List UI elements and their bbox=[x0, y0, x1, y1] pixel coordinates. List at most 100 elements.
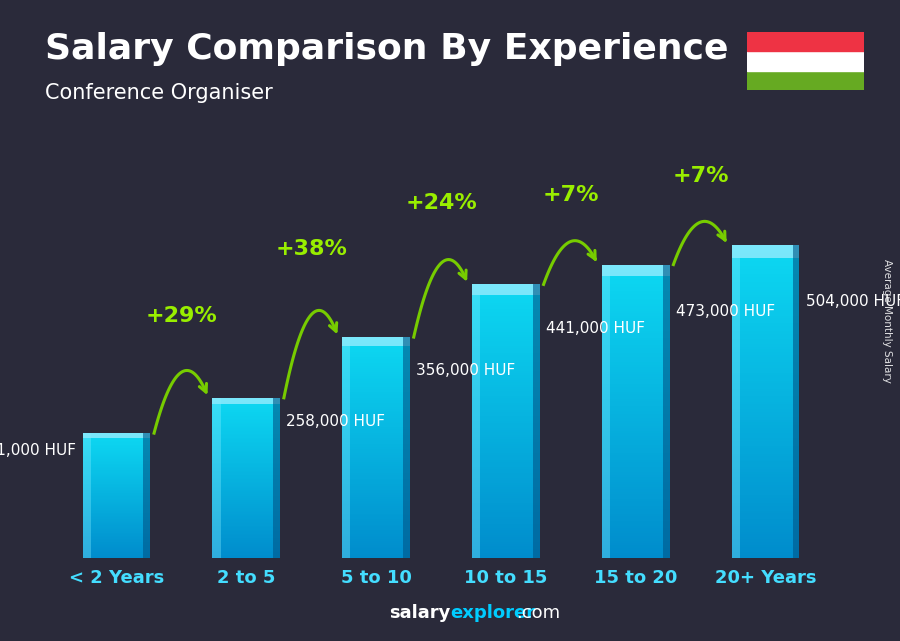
Bar bbox=[472, 460, 540, 462]
Bar bbox=[732, 271, 799, 274]
Bar bbox=[732, 534, 799, 537]
Bar bbox=[472, 535, 540, 537]
Bar bbox=[602, 540, 670, 543]
Bar bbox=[602, 479, 670, 482]
Bar bbox=[342, 469, 410, 471]
Bar bbox=[342, 473, 410, 475]
Bar bbox=[602, 316, 670, 319]
Bar bbox=[732, 553, 799, 555]
Bar bbox=[602, 338, 670, 340]
Bar bbox=[732, 360, 799, 363]
Bar bbox=[472, 285, 540, 287]
Bar bbox=[83, 456, 150, 457]
Bar bbox=[732, 415, 799, 417]
Bar bbox=[732, 370, 799, 373]
Bar bbox=[342, 385, 410, 387]
Bar bbox=[83, 485, 150, 486]
Bar bbox=[83, 503, 150, 504]
Bar bbox=[83, 536, 150, 537]
Bar bbox=[732, 407, 799, 410]
Bar bbox=[602, 296, 670, 299]
Bar bbox=[83, 532, 150, 533]
Bar bbox=[342, 521, 410, 523]
Bar bbox=[342, 361, 410, 363]
Bar bbox=[83, 472, 150, 474]
Bar bbox=[342, 437, 410, 438]
Bar bbox=[342, 510, 410, 512]
Bar bbox=[472, 469, 540, 471]
Bar bbox=[83, 517, 150, 518]
Bar bbox=[342, 475, 410, 477]
Bar bbox=[83, 481, 150, 482]
Bar bbox=[212, 502, 280, 503]
Bar bbox=[732, 274, 799, 277]
Bar bbox=[342, 356, 410, 357]
Bar bbox=[732, 485, 799, 487]
Bar bbox=[83, 435, 150, 437]
Bar bbox=[342, 369, 410, 370]
Bar bbox=[342, 365, 410, 367]
Bar bbox=[212, 544, 280, 545]
Bar bbox=[472, 453, 540, 455]
Bar bbox=[602, 389, 670, 392]
Bar bbox=[472, 307, 540, 310]
Bar bbox=[83, 496, 150, 497]
Bar bbox=[732, 430, 799, 433]
Bar bbox=[732, 318, 799, 321]
Bar bbox=[342, 515, 410, 517]
Bar bbox=[472, 428, 540, 430]
Bar bbox=[342, 378, 410, 379]
Bar bbox=[732, 545, 799, 547]
Bar bbox=[212, 407, 280, 408]
Bar bbox=[83, 546, 150, 547]
Bar bbox=[83, 442, 150, 444]
Bar bbox=[83, 537, 150, 538]
Bar bbox=[212, 488, 280, 490]
Bar bbox=[342, 556, 410, 558]
Bar bbox=[472, 521, 540, 524]
Bar bbox=[212, 398, 280, 399]
Bar bbox=[342, 477, 410, 479]
Bar bbox=[472, 510, 540, 512]
Bar bbox=[83, 556, 150, 558]
Bar bbox=[602, 551, 670, 553]
Bar bbox=[602, 553, 670, 555]
Bar bbox=[212, 401, 280, 402]
Bar bbox=[342, 348, 410, 350]
Bar bbox=[602, 335, 670, 338]
Bar bbox=[83, 433, 150, 434]
Bar bbox=[342, 407, 410, 409]
Bar bbox=[472, 360, 540, 362]
Bar bbox=[342, 390, 410, 392]
Bar bbox=[212, 551, 280, 553]
Text: 201,000 HUF: 201,000 HUF bbox=[0, 443, 76, 458]
Bar bbox=[602, 453, 670, 455]
Bar bbox=[793, 246, 799, 558]
Text: 258,000 HUF: 258,000 HUF bbox=[286, 414, 385, 429]
Bar bbox=[83, 508, 150, 509]
Bar bbox=[472, 291, 540, 294]
Bar bbox=[342, 549, 410, 551]
Bar bbox=[83, 522, 150, 524]
Bar bbox=[342, 462, 410, 464]
Bar bbox=[403, 337, 410, 558]
Bar bbox=[732, 354, 799, 357]
Bar bbox=[342, 387, 410, 388]
Bar bbox=[83, 553, 150, 554]
Bar bbox=[342, 422, 410, 424]
Bar bbox=[274, 398, 280, 558]
Bar bbox=[83, 515, 150, 516]
Bar bbox=[212, 534, 280, 535]
Text: 356,000 HUF: 356,000 HUF bbox=[417, 363, 516, 378]
Bar bbox=[342, 403, 410, 405]
Bar bbox=[602, 319, 670, 320]
Bar bbox=[342, 383, 410, 385]
Bar bbox=[732, 555, 799, 558]
Bar bbox=[602, 387, 670, 389]
Bar bbox=[342, 539, 410, 541]
Bar bbox=[83, 464, 150, 465]
Bar bbox=[732, 438, 799, 440]
Bar bbox=[342, 501, 410, 503]
Bar bbox=[212, 542, 280, 543]
Bar bbox=[83, 497, 150, 499]
